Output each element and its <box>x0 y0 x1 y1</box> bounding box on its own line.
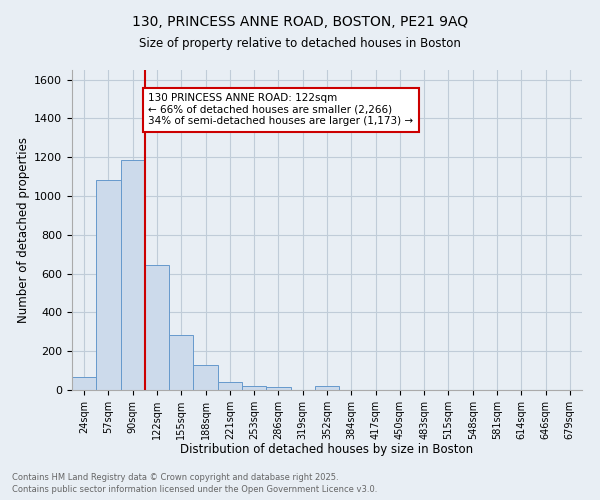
Text: 130, PRINCESS ANNE ROAD, BOSTON, PE21 9AQ: 130, PRINCESS ANNE ROAD, BOSTON, PE21 9A… <box>132 15 468 29</box>
Text: 130 PRINCESS ANNE ROAD: 122sqm
← 66% of detached houses are smaller (2,266)
34% : 130 PRINCESS ANNE ROAD: 122sqm ← 66% of … <box>149 94 413 126</box>
Bar <box>145 265 169 390</box>
Bar <box>72 378 96 390</box>
Bar <box>121 160 145 390</box>
Text: Contains public sector information licensed under the Open Government Licence v3: Contains public sector information licen… <box>12 485 377 494</box>
Bar <box>96 180 121 390</box>
Text: Size of property relative to detached houses in Boston: Size of property relative to detached ho… <box>139 38 461 51</box>
Bar <box>218 382 242 390</box>
Bar <box>266 386 290 390</box>
X-axis label: Distribution of detached houses by size in Boston: Distribution of detached houses by size … <box>181 444 473 456</box>
Bar <box>315 386 339 390</box>
Text: Contains HM Land Registry data © Crown copyright and database right 2025.: Contains HM Land Registry data © Crown c… <box>12 472 338 482</box>
Y-axis label: Number of detached properties: Number of detached properties <box>17 137 30 323</box>
Bar <box>242 386 266 390</box>
Bar <box>169 334 193 390</box>
Bar <box>193 365 218 390</box>
